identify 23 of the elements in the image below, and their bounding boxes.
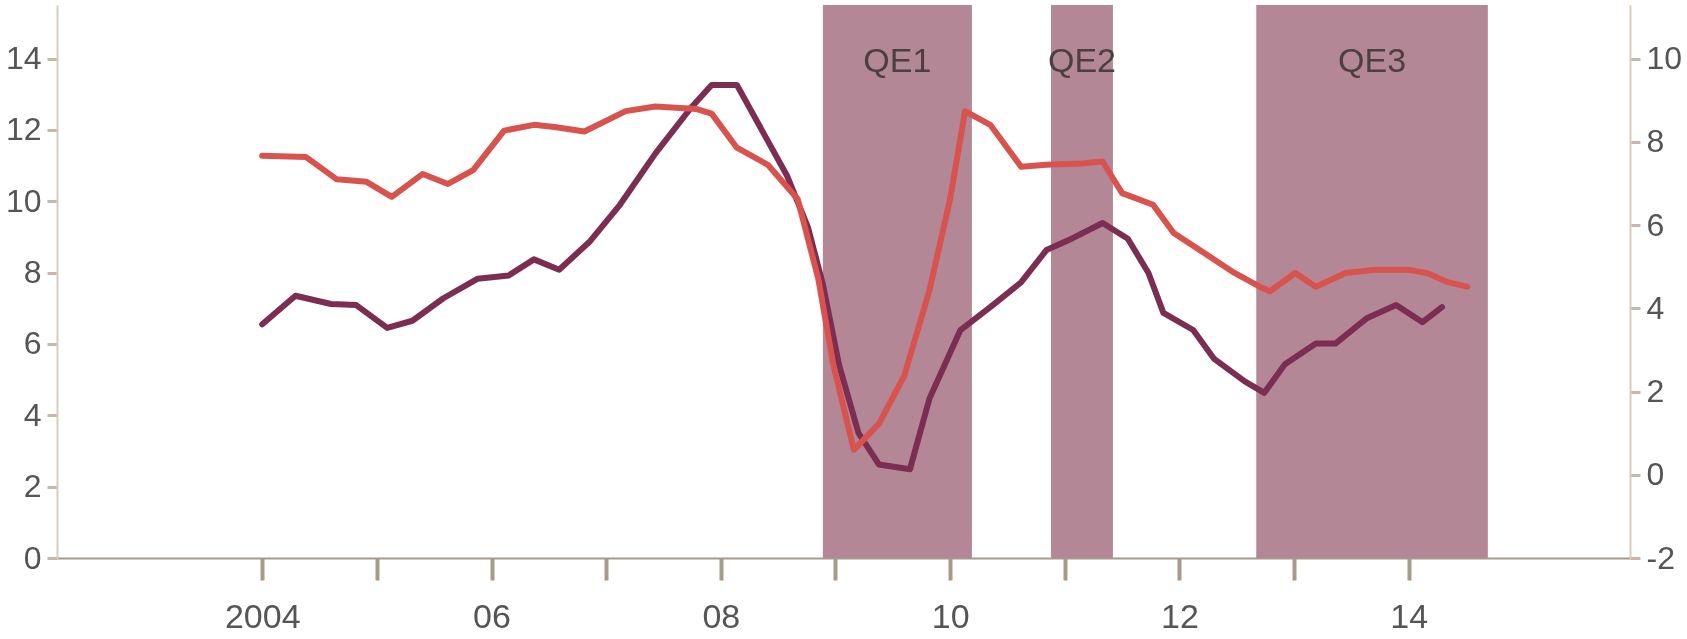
y-tick-label: 10 — [5, 182, 42, 219]
x-tick-label: 10 — [931, 596, 970, 635]
band-label: QE1 — [863, 41, 932, 79]
y-tick-label: 0 — [23, 539, 42, 576]
x-tick-label: 06 — [473, 596, 511, 635]
y-tick-label: 8 — [23, 254, 42, 291]
x-tick-label: 2004 — [224, 596, 301, 635]
y-tick-label: 12 — [5, 111, 42, 148]
y-tick-label: 6 — [23, 325, 42, 362]
x-tick-label: 08 — [702, 596, 741, 635]
x-tick-label: 14 — [1390, 596, 1429, 635]
band-label: QE3 — [1338, 41, 1407, 79]
y-tick-label: 2 — [23, 468, 42, 505]
y2-tick-label: 4 — [1646, 289, 1665, 326]
y2-tick-label: 2 — [1646, 373, 1665, 410]
y-tick-label: 14 — [5, 40, 42, 77]
x-tick-label: 12 — [1161, 596, 1199, 635]
y-tick-label: 4 — [23, 396, 42, 433]
y2-tick-label: 8 — [1646, 123, 1665, 160]
y2-tick-label: 6 — [1646, 206, 1665, 243]
y2-tick-label: 10 — [1646, 40, 1683, 77]
y2-tick-label: -2 — [1646, 539, 1675, 576]
y2-tick-label: 0 — [1646, 456, 1665, 493]
